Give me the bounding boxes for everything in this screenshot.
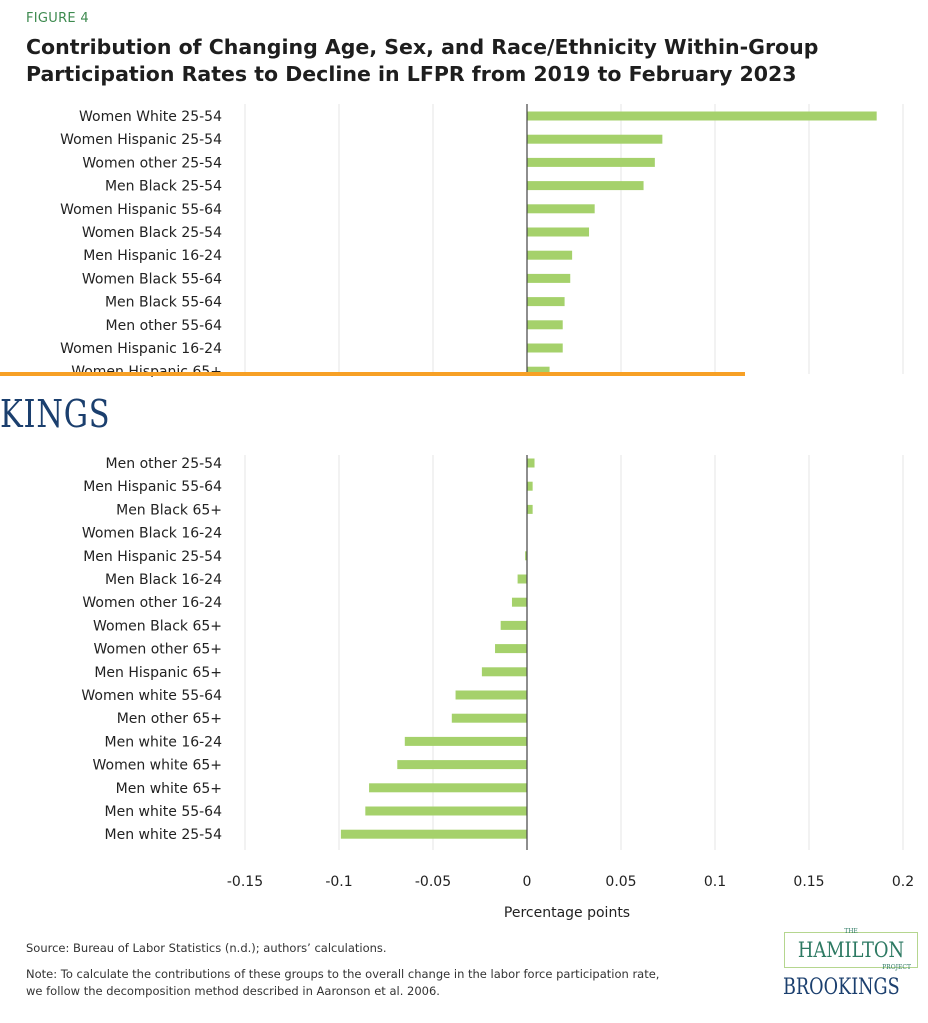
- bar: [527, 204, 595, 214]
- category-label: Women Black 16-24: [82, 526, 222, 542]
- source-note: Source: Bureau of Labor Statistics (n.d.…: [26, 941, 387, 955]
- bar: [511, 597, 527, 607]
- method-note: Note: To calculate the contributions of …: [26, 966, 659, 1000]
- category-label: Men Black 55-64: [105, 295, 222, 311]
- bar: [525, 551, 527, 561]
- chart-title: Contribution of Changing Age, Sex, and R…: [26, 34, 818, 88]
- note-line-1: Note: To calculate the contributions of …: [26, 967, 660, 981]
- brookings-logo: BROOKINGS: [783, 975, 900, 1000]
- category-label: Women Hispanic 16-24: [60, 341, 222, 357]
- note-line-2: we follow the decomposition method descr…: [26, 984, 440, 998]
- x-tick-label: 0: [523, 874, 532, 890]
- x-tick-label: 0.2: [892, 874, 914, 890]
- x-tick-label: 0.1: [704, 874, 726, 890]
- bar: [527, 297, 565, 307]
- category-label: Women other 16-24: [82, 595, 222, 611]
- category-label: Women Black 25-54: [82, 225, 222, 241]
- category-label: Men white 25-54: [105, 827, 223, 843]
- bar: [527, 458, 535, 468]
- hamilton-project-logo: THE HAMILTON PROJECT: [784, 928, 918, 971]
- category-label: Men Black 16-24: [105, 572, 222, 588]
- category-label: Women other 25-54: [82, 155, 222, 171]
- bar: [369, 783, 527, 793]
- bar: [527, 157, 655, 167]
- overlay-mask: [0, 377, 928, 455]
- bar: [500, 620, 527, 630]
- overlay-orange-rule: [0, 372, 745, 376]
- category-label: Men Black 25-54: [105, 179, 222, 195]
- category-label: Men other 65+: [117, 711, 222, 727]
- category-label: Women Black 55-64: [82, 271, 222, 287]
- bar: [527, 504, 533, 514]
- category-label: Men Hispanic 16-24: [83, 248, 222, 264]
- category-label: Women white 55-64: [81, 688, 222, 704]
- logo-hamilton: HAMILTON: [797, 938, 905, 962]
- title-line-2: Participation Rates to Decline in LFPR f…: [26, 62, 797, 86]
- logo-the: THE: [844, 928, 858, 935]
- category-label: Women Hispanic 25-54: [60, 132, 222, 148]
- x-tick-label: -0.15: [227, 874, 263, 890]
- logo-project: PROJECT: [882, 964, 911, 971]
- category-label: Men Hispanic 65+: [94, 665, 222, 681]
- bar: [365, 806, 527, 816]
- bar: [527, 366, 550, 376]
- title-line-1: Contribution of Changing Age, Sex, and R…: [26, 35, 819, 59]
- category-label: Men white 65+: [116, 781, 222, 797]
- bar: [340, 829, 527, 839]
- bar: [527, 181, 644, 191]
- x-tick-label: 0.15: [793, 874, 824, 890]
- category-label: Men white 55-64: [105, 804, 223, 820]
- category-label: Women white 65+: [93, 758, 222, 774]
- bar: [527, 343, 563, 353]
- figure-label: FIGURE 4: [26, 11, 89, 26]
- overlay-brookings-fragment: KINGS: [0, 392, 111, 436]
- category-label: Men white 16-24: [105, 734, 223, 750]
- bar: [517, 574, 527, 584]
- category-label: Women other 65+: [94, 642, 222, 658]
- category-label: Men other 55-64: [106, 318, 223, 334]
- x-axis-label: Percentage points: [504, 905, 630, 921]
- category-label: Men other 25-54: [106, 456, 223, 472]
- category-label: Men Hispanic 25-54: [83, 549, 222, 565]
- bar: [527, 481, 533, 491]
- category-label: Men Black 65+: [116, 502, 222, 518]
- x-tick-label: -0.1: [325, 874, 352, 890]
- bar: [527, 250, 573, 260]
- bar: [397, 760, 527, 770]
- category-label: Men Hispanic 55-64: [83, 479, 222, 495]
- bar: [527, 227, 590, 237]
- x-tick-label: 0.05: [605, 874, 636, 890]
- category-label: Women White 25-54: [79, 109, 222, 125]
- bar: [527, 111, 877, 121]
- bar: [527, 273, 571, 283]
- x-tick-label: -0.05: [415, 874, 451, 890]
- bar: [451, 713, 527, 723]
- bar: [527, 320, 563, 330]
- category-label: Women Black 65+: [93, 618, 222, 634]
- bar: [527, 134, 663, 144]
- bar: [404, 736, 527, 746]
- bar: [495, 644, 527, 654]
- bar: [455, 690, 527, 700]
- category-label: Women Hispanic 55-64: [60, 202, 222, 218]
- bar: [481, 667, 527, 677]
- bar-chart: -0.15 -0.1 -0.05 0 0.05 0.1 0.15 0.2 Percentage …: [0, 104, 928, 921]
